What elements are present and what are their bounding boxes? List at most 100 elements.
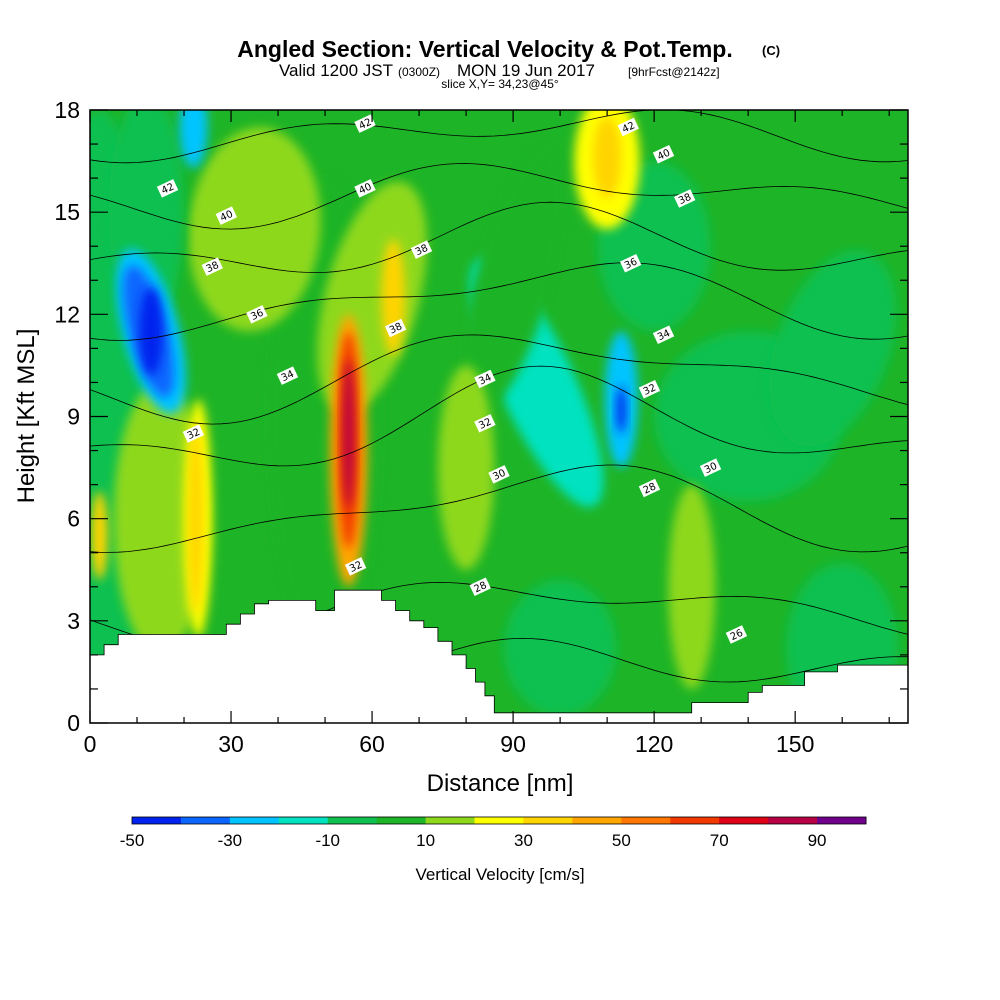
contour-label: 40 bbox=[354, 179, 376, 198]
contour-label-text: 40 bbox=[219, 209, 235, 224]
terrain-mask bbox=[90, 589, 908, 723]
contour-label: 38 bbox=[674, 189, 696, 208]
contour-label-text: 32 bbox=[186, 427, 202, 442]
contour-label-text: 36 bbox=[249, 308, 265, 323]
contour-label-text: 28 bbox=[473, 580, 489, 595]
contour-label-text: 42 bbox=[357, 117, 373, 132]
contour-label-bg bbox=[474, 369, 496, 389]
contour-label-text: 30 bbox=[491, 468, 507, 483]
x-tick-label: 60 bbox=[359, 731, 385, 757]
contour-label-bg bbox=[469, 577, 491, 597]
theta-contour-line bbox=[90, 334, 908, 425]
x-tick-label: 120 bbox=[635, 731, 673, 757]
colorbar-swatch bbox=[376, 817, 427, 824]
velocity-region bbox=[188, 127, 321, 332]
x-axis-label: Distance [nm] bbox=[427, 770, 574, 797]
contour-label-bg bbox=[638, 478, 661, 498]
contour-label: 30 bbox=[488, 465, 510, 484]
theta-contour-line bbox=[90, 365, 908, 467]
contour-label-bg bbox=[674, 189, 696, 208]
colorbar-swatch bbox=[425, 817, 476, 824]
contour-label-bg bbox=[246, 305, 268, 324]
velocity-region bbox=[462, 148, 564, 413]
colorbar-swatch bbox=[180, 817, 231, 824]
x-tick-label: 150 bbox=[776, 731, 814, 757]
velocity-region bbox=[616, 385, 626, 434]
theta-contour-line bbox=[90, 163, 908, 230]
contour-label-text: 32 bbox=[348, 560, 364, 575]
contour-label-text: 30 bbox=[703, 461, 719, 476]
chart-title-text: Angled Section: Vertical Velocity & Pot.… bbox=[237, 36, 732, 62]
velocity-region bbox=[179, 110, 208, 168]
contour-label-bg bbox=[215, 206, 238, 225]
colorbar-label: 30 bbox=[514, 831, 533, 850]
contour-label-bg bbox=[652, 145, 675, 164]
y-tick-label: 3 bbox=[67, 608, 80, 634]
terrain bbox=[90, 589, 908, 723]
colorbar: -50 -30 -10 10 30 50 70 90 Vertical Velocity [cm… bbox=[120, 816, 867, 884]
contour-label-bg bbox=[474, 414, 496, 433]
contour-label-text: 38 bbox=[414, 243, 430, 258]
utc-time-label: (0300Z) bbox=[398, 65, 440, 79]
velocity-region bbox=[342, 358, 355, 509]
theta-contour-line bbox=[90, 262, 908, 341]
colorbar-swatch bbox=[817, 817, 867, 824]
contour-label-text: 32 bbox=[477, 417, 493, 432]
contour-label-text: 26 bbox=[729, 628, 745, 643]
contour-label-bg bbox=[354, 114, 376, 133]
contour-label-text: 32 bbox=[642, 382, 658, 397]
contour-label: 30 bbox=[699, 458, 722, 477]
valid-time-label: Valid 1200 JST bbox=[279, 61, 393, 80]
contour-label-bg bbox=[276, 366, 299, 385]
contour-label-text: 38 bbox=[388, 321, 404, 336]
velocity-region bbox=[188, 423, 204, 615]
contour-label: 42 bbox=[156, 179, 179, 198]
contour-label: 40 bbox=[215, 206, 238, 225]
contour-label-text: 38 bbox=[677, 192, 693, 207]
contour-label: 28 bbox=[638, 478, 661, 498]
contour-label: 38 bbox=[410, 240, 433, 259]
y-tick-label: 9 bbox=[67, 404, 80, 430]
colorbar-title: Vertical Velocity [cm/s] bbox=[415, 865, 584, 884]
colorbar-label: 90 bbox=[808, 831, 827, 850]
contour-label-bg bbox=[384, 318, 407, 338]
contour-label-text: 40 bbox=[357, 182, 373, 197]
plot-area: 26 28 28 30 30 32 32 32 32 34 34 34 36 36 38 38 38 38 40 40… bbox=[90, 110, 908, 723]
contour-label: 34 bbox=[276, 366, 299, 385]
contour-label: 40 bbox=[652, 145, 675, 164]
contour-label: 26 bbox=[725, 625, 748, 644]
contour-label: 28 bbox=[469, 577, 491, 597]
colorbar-label: -10 bbox=[315, 831, 340, 850]
contour-label-bg bbox=[488, 465, 510, 484]
contour-labels: 26 28 28 30 30 32 32 32 32 34 34 34 36 36 38 38 38 38 40 40… bbox=[156, 114, 748, 644]
colorbar-swatch bbox=[670, 817, 720, 824]
contour-label-text: 28 bbox=[642, 481, 658, 496]
copyright-mark: (C) bbox=[762, 43, 780, 58]
contour-label-bg bbox=[619, 254, 642, 273]
valid-date-label: MON 19 Jun 2017 bbox=[457, 61, 595, 80]
contour-label: 42 bbox=[354, 114, 376, 133]
velocity-region bbox=[90, 491, 108, 580]
colorbar-frame bbox=[131, 816, 867, 825]
contour-label: 32 bbox=[638, 380, 661, 399]
colorbar-swatch bbox=[523, 817, 573, 824]
colorbar-swatch bbox=[474, 817, 524, 824]
y-axis-label: Height [Kft MSL] bbox=[13, 329, 40, 504]
colorbar-label: -30 bbox=[218, 831, 243, 850]
velocity-region bbox=[503, 579, 617, 717]
colorbar-swatch bbox=[768, 817, 818, 824]
contour-label-bg bbox=[344, 557, 367, 576]
contour-label-bg bbox=[156, 179, 179, 198]
contour-label-bg bbox=[617, 117, 639, 137]
slice-label: slice X,Y= 34,23@45° bbox=[441, 77, 559, 91]
colorbar-swatch bbox=[621, 817, 671, 824]
contour-label-text: 38 bbox=[205, 260, 221, 275]
colorbar-label: 70 bbox=[710, 831, 729, 850]
contour-label-text: 34 bbox=[280, 369, 296, 384]
x-tick-label: 0 bbox=[84, 731, 97, 757]
contour-label: 32 bbox=[182, 424, 205, 443]
colorbar-swatch bbox=[327, 817, 378, 824]
colorbar-label: -50 bbox=[120, 831, 145, 850]
